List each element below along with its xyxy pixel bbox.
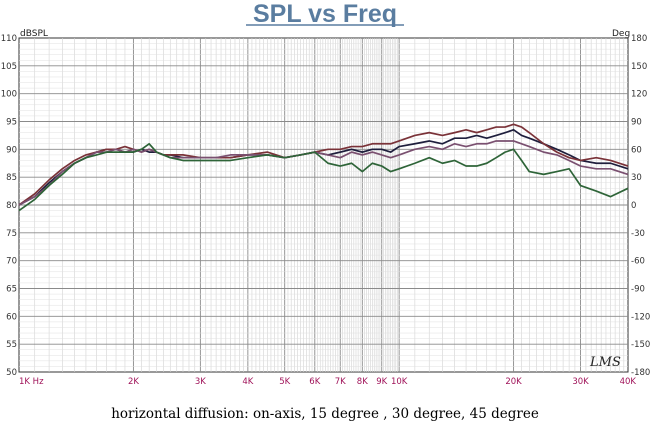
y-tick-label: 65 <box>6 285 17 295</box>
y-right-tick-label: -120 <box>631 312 650 322</box>
y-tick-label: 95 <box>6 118 17 128</box>
y-tick-label: 100 <box>1 90 17 100</box>
y-tick-label: 75 <box>6 229 17 239</box>
x-tick-label: 9K <box>376 377 387 387</box>
y-right-tick-label: 180 <box>631 34 647 44</box>
y-right-tick-label: 30 <box>631 173 642 183</box>
x-tick-label: 30K <box>572 377 589 387</box>
grid <box>19 38 628 372</box>
watermark: LMS <box>589 355 621 370</box>
x-tick-label: 4K <box>242 377 253 387</box>
y-tick-label: 60 <box>6 312 17 322</box>
y-right-tick-label: -60 <box>631 257 645 267</box>
y-right-tick-label: -90 <box>631 285 645 295</box>
y-tick-label: 70 <box>6 257 17 267</box>
y-right-tick-label: 90 <box>631 118 642 128</box>
x-axis: 1K Hz 2K 3K 4K 5K 6K 7K 8K 9K 10K 20K 30K 40K <box>19 377 636 387</box>
right-axis-unit: Deg <box>612 29 630 39</box>
y-right-tick-label: 60 <box>631 145 642 155</box>
y-right-tick-label: 0 <box>631 201 636 211</box>
series-group <box>18 123 629 212</box>
x-tick-label: 20K <box>505 377 522 387</box>
x-tick-label: 6K <box>309 377 320 387</box>
y-axis-right: 180 150 120 90 60 30 0 -30 -60 -90 -120 -150 -180 <box>631 34 650 378</box>
series-line-3 <box>18 140 629 206</box>
y-tick-label: 90 <box>6 145 17 155</box>
caption: horizontal diffusion: on-axis, 15 degree… <box>111 406 539 422</box>
y-right-tick-label: 150 <box>631 62 647 72</box>
x-tick-label: 2K <box>128 377 139 387</box>
y-right-tick-label: -30 <box>631 229 645 239</box>
chart-title: SPL vs Freq <box>253 0 397 28</box>
x-tick-label: 8K <box>357 377 368 387</box>
x-tick-label: 7K <box>335 377 346 387</box>
y-right-tick-label: -150 <box>631 340 650 350</box>
y-tick-label: 105 <box>1 62 17 72</box>
y-tick-label: 50 <box>6 368 17 378</box>
series-line-4 <box>18 142 629 212</box>
x-tick-label: 1K Hz <box>19 377 44 387</box>
y-axis-left: 110 105 100 95 90 85 80 75 70 65 60 55 50 <box>1 34 17 378</box>
y-tick-label: 85 <box>6 173 17 183</box>
y-right-tick-label: 120 <box>631 90 647 100</box>
x-tick-label: 5K <box>279 377 290 387</box>
y-right-tick-label: -180 <box>631 368 650 378</box>
x-tick-label: 40K <box>620 377 637 387</box>
series-line-2 <box>18 123 629 206</box>
y-tick-label: 110 <box>1 34 17 44</box>
left-axis-unit: dBSPL <box>20 29 48 39</box>
y-tick-label: 80 <box>6 201 17 211</box>
x-tick-label: 3K <box>195 377 206 387</box>
y-tick-label: 55 <box>6 340 17 350</box>
x-tick-label: 10K <box>391 377 408 387</box>
